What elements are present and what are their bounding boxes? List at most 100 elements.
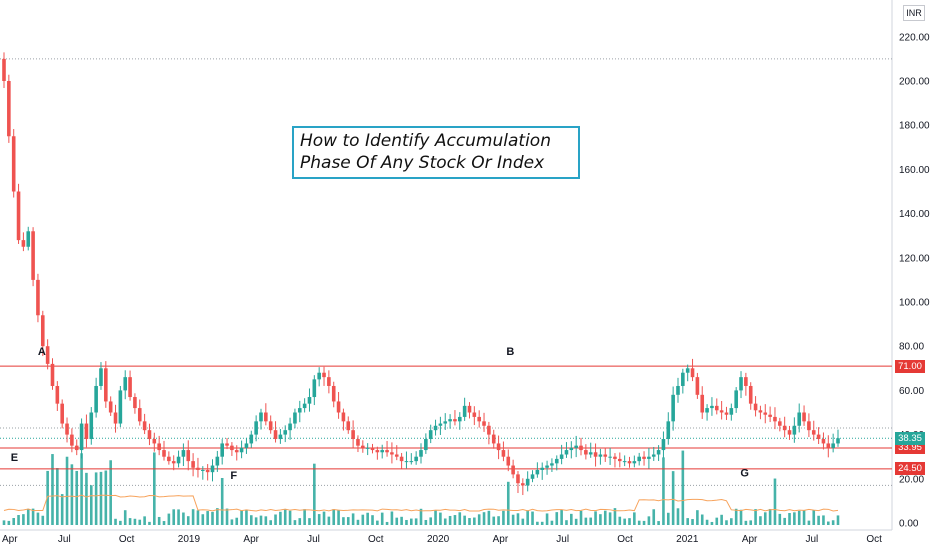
last-price-tag: 38.35 [895,431,925,445]
volume-bar [768,508,772,525]
volume-bar [128,518,132,525]
volume-bar [511,514,515,525]
volume-bar [235,517,239,525]
candle-body [637,456,641,462]
candle-body [322,372,326,378]
candle-body [167,456,171,462]
volume-bar [245,509,248,525]
x-tick-label: Apr [243,534,259,545]
candle-body [65,423,69,435]
candle-body [142,421,147,431]
candle-body [113,412,118,424]
volume-ma-line [3,494,839,512]
candle-body [162,450,166,457]
candle-body [729,408,734,415]
volume-bar [584,517,588,525]
candle-body [569,447,574,451]
candle-body [758,410,763,413]
volume-bar [177,509,180,525]
volume-bar [400,516,403,525]
volume-bar [642,520,646,525]
candle-body [564,450,569,455]
candle-body [821,439,826,444]
candle-body [234,450,239,453]
volume-bar [812,510,816,525]
candle-body [787,430,792,435]
x-tick-label: Jul [58,534,71,545]
volume-bar [342,517,345,525]
candle-body [554,458,559,464]
candle-body [501,450,506,457]
candle-body [521,483,525,486]
volume-bar [376,520,379,525]
volume-bar [313,463,316,525]
volume-bar [773,478,777,525]
volume-bar [579,510,583,525]
candle-body [341,412,346,422]
volume-bar [390,511,394,525]
volume-bar [167,513,171,525]
volume-bar [734,508,738,525]
candle-body [763,412,768,415]
volume-bar [109,460,112,525]
volume-bar [540,521,544,525]
volume-bar [599,514,602,525]
volume-bar [662,457,665,525]
volume-bar [633,512,636,525]
candle-body [433,425,438,431]
candle-body [792,425,797,435]
volume-bar [99,471,103,525]
x-tick-label: Apr [493,534,509,545]
candle-body [118,390,123,424]
y-tick-label: 120.00 [899,253,930,264]
volume-bar [473,517,476,525]
volume-bar [608,512,612,525]
candle-body [259,412,263,422]
candle-body [375,450,380,453]
candle-body [608,456,612,458]
candle-body [676,385,680,395]
volume-bar [380,512,384,525]
x-tick-label: 2020 [427,534,450,545]
candle-body [661,439,666,451]
volume-bar [385,521,389,525]
candle-body [45,346,50,364]
volume-bar [705,519,709,525]
candle-body [186,450,191,462]
volume-bar [240,510,243,525]
volume-bar [793,512,796,525]
candle-body [714,405,719,411]
candle-body [249,434,254,444]
volume-bar [85,472,88,525]
volume-bar [410,518,413,525]
candle-body [60,403,64,424]
candle-body [254,421,258,435]
candle-body [797,412,802,426]
candle-body [7,81,11,137]
swing-label-g: G [740,468,749,480]
volume-bar [308,518,311,525]
volume-bar [317,514,321,525]
candle-body [404,461,409,463]
candle-body [94,385,98,413]
candle-body [152,439,157,444]
candle-body [2,58,6,81]
candle-body [807,421,811,431]
candle-body [428,430,433,440]
candle-body [506,456,511,466]
volume-bar [264,516,268,525]
candle-body [283,430,288,435]
candle-body [627,461,632,464]
candle-body [753,403,758,411]
volume-bar [637,520,641,525]
volume-bar [739,509,743,525]
candle-body [40,315,45,347]
volume-bar [802,510,806,525]
candle-body [293,412,297,424]
title-line-2: Phase Of Any Stock Or Index [300,153,545,173]
candle-body [273,430,278,440]
x-tick-label: 2019 [178,534,201,545]
volume-bar [191,509,195,525]
candle-body [472,412,477,417]
candle-body [778,421,782,426]
